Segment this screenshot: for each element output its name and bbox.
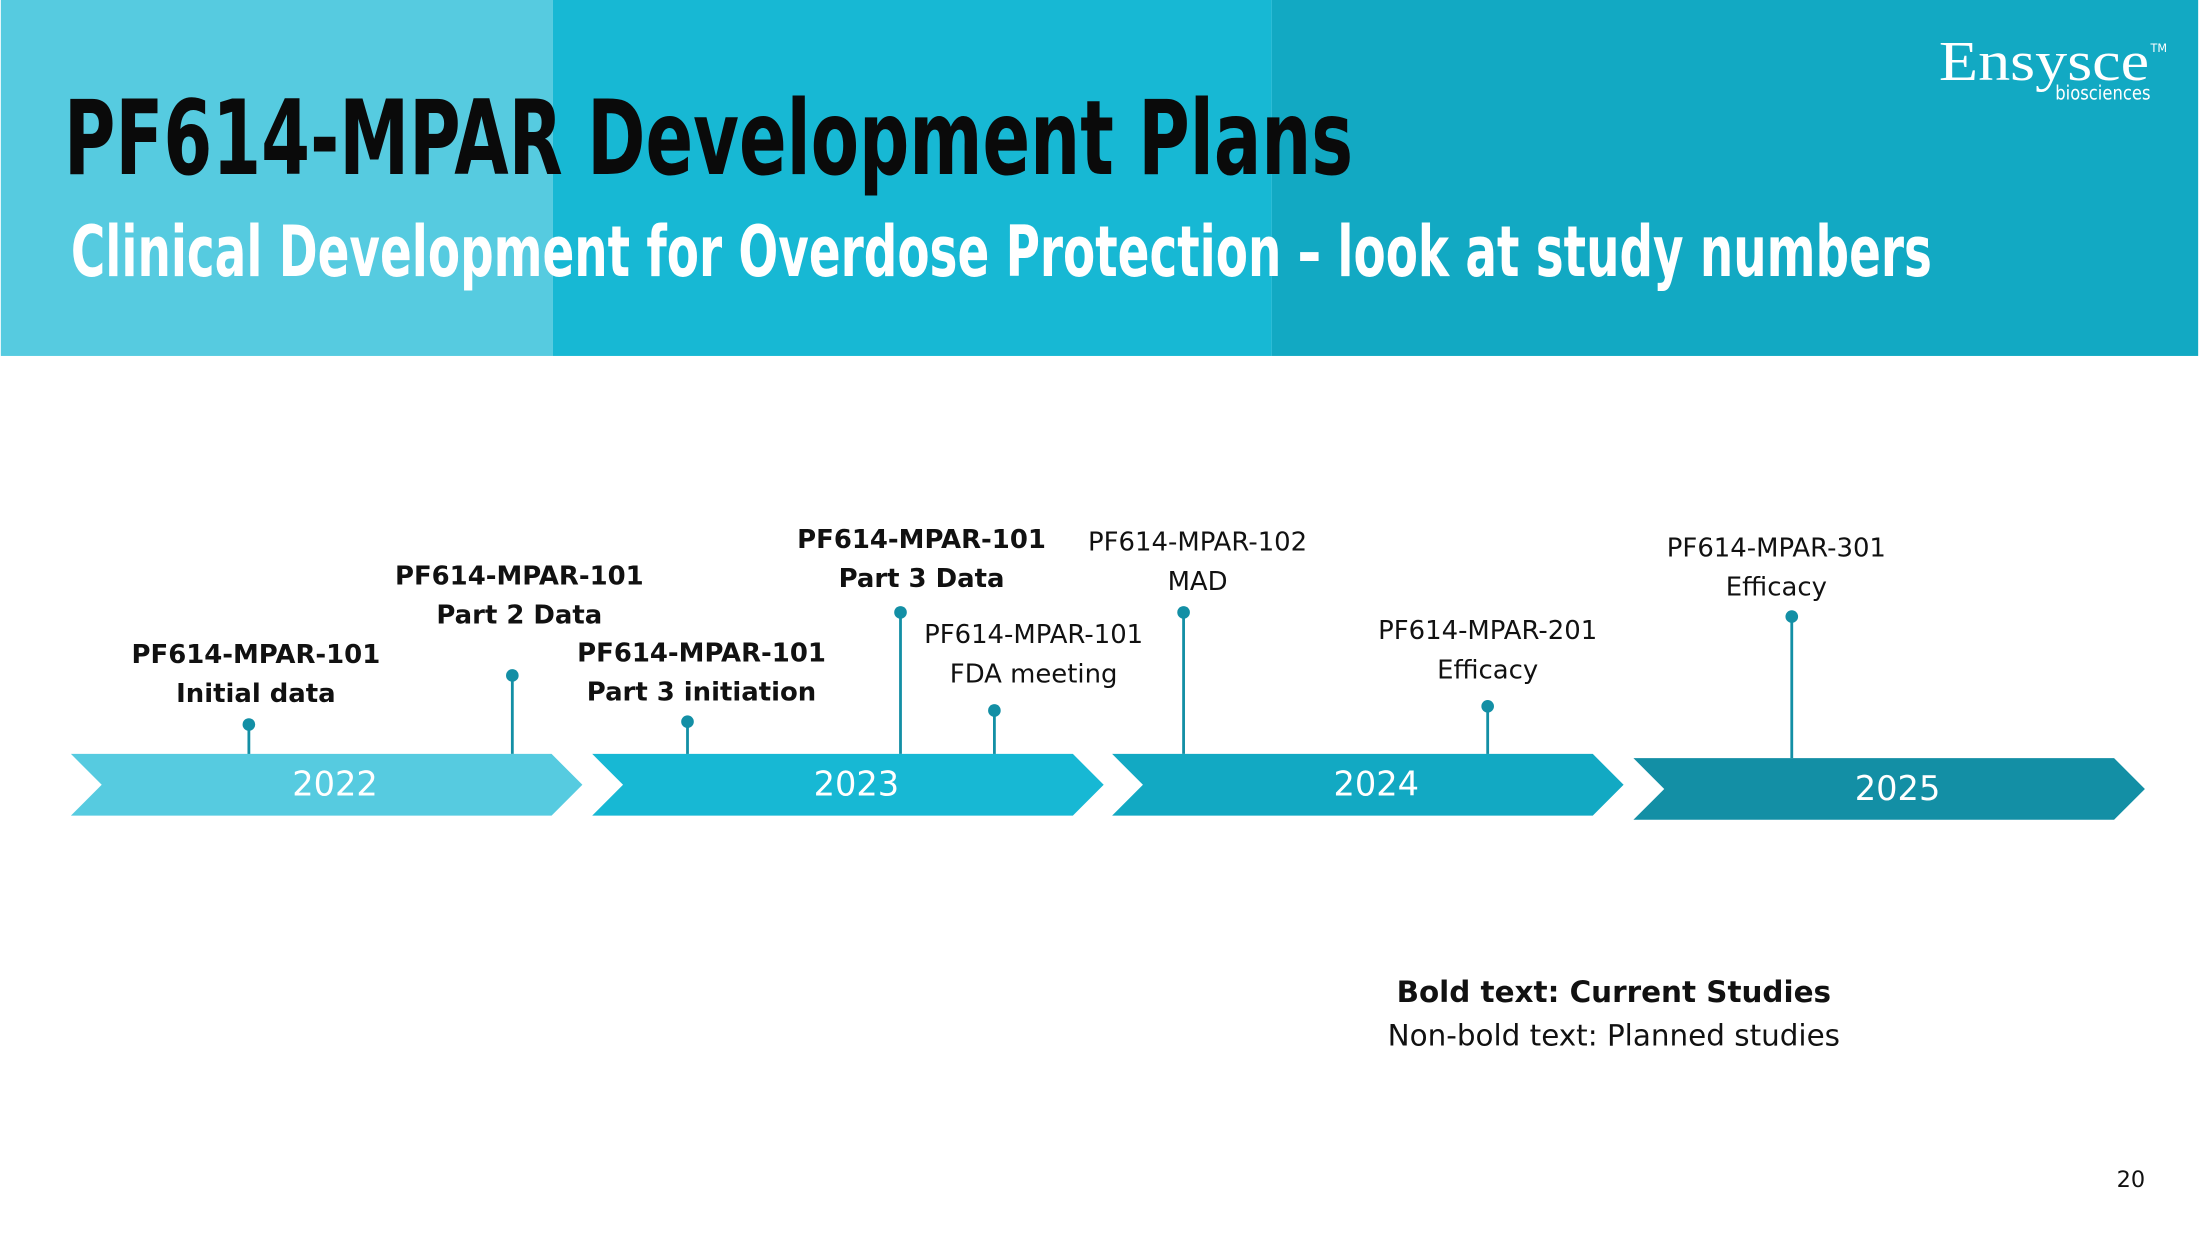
logo-tm: TM: [2150, 42, 2168, 55]
milestone-dot: [1481, 699, 1494, 713]
page-number: 20: [2117, 1167, 2146, 1193]
milestone-label: PF614-MPAR-101: [577, 638, 826, 668]
milestone-label: MAD: [1168, 567, 1228, 597]
header-panel: [1271, 0, 2199, 356]
milestone-label: FDA meeting: [950, 659, 1118, 689]
milestone-label: PF614-MPAR-101: [395, 561, 644, 591]
logo-tagline: biosciences: [2055, 81, 2150, 104]
legend-bold: Bold text: Current Studies: [1397, 975, 1831, 1009]
year-arrow: [1112, 753, 1624, 816]
milestone-label: PF614-MPAR-201: [1378, 616, 1597, 646]
milestone-label: PF614-MPAR-101: [924, 620, 1143, 650]
milestone-label: Initial data: [176, 679, 335, 709]
milestone-dot: [1785, 610, 1799, 623]
milestone-label: PF614-MPAR-102: [1088, 528, 1307, 558]
year-arrow: [70, 753, 583, 816]
milestone-label: Part 3 initiation: [587, 678, 816, 708]
milestone-label: Part 3 Data: [839, 564, 1005, 594]
legend-normal: Non-bold text: Planned studies: [1388, 1018, 1840, 1052]
year-arrow: [1633, 758, 2145, 820]
milestone-dot: [1177, 606, 1190, 619]
milestone-label: Part 2 Data: [436, 601, 602, 631]
title: PF614-MPAR Development Plans: [64, 79, 1353, 199]
milestone-dot: [988, 704, 1001, 717]
milestone-dot: [506, 669, 519, 682]
milestone-label: Efficacy: [1726, 573, 1827, 603]
year-label: 2023: [814, 765, 900, 804]
year-label: 2024: [1333, 765, 1419, 804]
milestone-dot: [681, 715, 694, 729]
header-panel: [0, 0, 553, 356]
year-label: 2022: [292, 765, 378, 804]
milestone-label: PF614-MPAR-101: [797, 525, 1046, 555]
logo-name: Ensysce: [1939, 31, 2149, 93]
milestone-dot: [242, 718, 256, 731]
year-arrow: [592, 753, 1104, 816]
milestone-label: PF614-MPAR-101: [132, 640, 381, 670]
timeline: 2022 2023 2024 2025 PF614-MPAR-101 Initial da…: [70, 525, 2145, 820]
milestone-label: Efficacy: [1437, 655, 1538, 685]
subtitle: Clinical Development for Overdose Protec…: [71, 211, 1932, 293]
year-label: 2025: [1855, 769, 1941, 808]
milestone-dot: [894, 606, 907, 619]
header-panel: [552, 0, 1272, 356]
milestone-label: PF614-MPAR-301: [1667, 533, 1886, 563]
